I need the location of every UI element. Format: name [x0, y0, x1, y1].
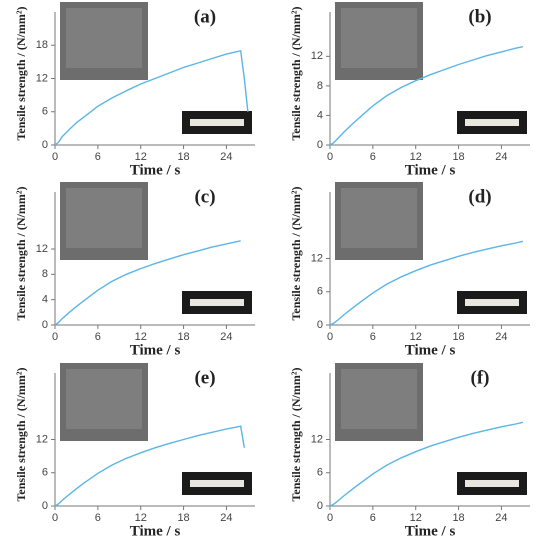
x-tick-label: 18: [177, 512, 189, 524]
x-tick-label: 6: [370, 151, 376, 163]
y-tick-label: 12: [311, 252, 323, 264]
x-tick-label: 24: [495, 151, 507, 163]
x-tick-label: 18: [177, 151, 189, 163]
y-tick-label: 0: [317, 319, 323, 331]
specimen: [190, 299, 244, 306]
x-tick-label: 6: [370, 331, 376, 343]
y-tick-label: 0: [42, 319, 48, 331]
x-tick-label: 6: [370, 512, 376, 524]
x-tick-label: 12: [135, 331, 147, 343]
panel-label: (c): [194, 186, 215, 207]
x-tick-label: 24: [495, 512, 507, 524]
x-tick-label: 24: [220, 512, 232, 524]
specimen: [465, 480, 519, 487]
y-tick-label: 12: [311, 50, 323, 62]
x-axis-label: Time / s: [130, 523, 181, 539]
x-tick-label: 0: [327, 331, 333, 343]
x-tick-label: 24: [220, 331, 232, 343]
panel: 0 6 12 18 24 0 4 8 12 (c) Time / s Tensile strength…: [14, 182, 255, 358]
x-axis-label: Time / s: [130, 342, 181, 358]
y-tick-label: 0: [42, 139, 48, 151]
y-tick-label: 6: [42, 106, 48, 118]
panel: 0 6 12 18 24 0 6 12 18 (a) Time / s Tensile strengt…: [14, 2, 255, 178]
panel: 0 6 12 18 24 0 4 8 12 (b) Time / s Tensile strength…: [289, 2, 530, 178]
y-tick-label: 12: [36, 433, 48, 445]
x-tick-label: 24: [495, 331, 507, 343]
x-tick-label: 18: [177, 331, 189, 343]
panel-label: (b): [468, 6, 491, 27]
specimen: [190, 119, 244, 126]
x-axis-label: Time / s: [405, 342, 456, 358]
y-tick-label: 8: [317, 80, 323, 92]
x-tick-label: 18: [452, 512, 464, 524]
panel-label: (e): [194, 367, 215, 388]
panel: 0 6 12 18 24 0 6 12 (f) Time / s Tensile strength …: [289, 363, 530, 539]
x-tick-label: 12: [410, 331, 422, 343]
sem-image-texture: [66, 188, 142, 248]
x-tick-label: 0: [52, 512, 58, 524]
specimen: [465, 299, 519, 306]
data-line: [54, 240, 241, 326]
x-tick-label: 12: [135, 512, 147, 524]
sem-image-texture: [66, 369, 142, 429]
sem-image-texture: [341, 8, 417, 68]
y-axis-label: Tensile strength / (N/mm²): [14, 368, 28, 502]
y-axis-label: Tensile strength / (N/mm²): [289, 7, 303, 141]
x-tick-label: 24: [220, 151, 232, 163]
sem-image-texture: [66, 8, 142, 68]
y-tick-label: 6: [317, 286, 323, 298]
y-tick-label: 4: [42, 294, 48, 306]
x-tick-label: 12: [410, 151, 422, 163]
data-line: [54, 49, 249, 146]
data-line: [329, 421, 524, 507]
panel-label: (a): [194, 6, 216, 27]
x-tick-label: 0: [327, 151, 333, 163]
y-axis-label: Tensile strength / (N/mm²): [289, 187, 303, 321]
y-tick-label: 0: [317, 500, 323, 512]
y-tick-label: 12: [36, 243, 48, 255]
data-line: [54, 425, 245, 507]
panel: 0 6 12 18 24 0 6 12 (e) Time / s Tensile strength …: [14, 363, 255, 539]
sem-image-texture: [341, 369, 417, 429]
y-tick-label: 12: [36, 72, 48, 84]
y-tick-label: 0: [42, 500, 48, 512]
y-axis-label: Tensile strength / (N/mm²): [14, 187, 28, 321]
x-axis-label: Time / s: [405, 523, 456, 539]
y-tick-label: 18: [36, 39, 48, 51]
x-axis-label: Time / s: [130, 162, 181, 178]
x-tick-label: 18: [452, 151, 464, 163]
x-tick-label: 0: [52, 151, 58, 163]
y-tick-label: 12: [311, 433, 323, 445]
y-tick-label: 6: [317, 467, 323, 479]
panel-label: (f): [471, 367, 490, 388]
x-tick-label: 12: [410, 512, 422, 524]
x-tick-label: 6: [95, 331, 101, 343]
y-tick-label: 8: [42, 268, 48, 280]
data-line: [329, 46, 524, 146]
x-tick-label: 0: [52, 331, 58, 343]
sem-image-texture: [341, 188, 417, 248]
x-tick-label: 6: [95, 512, 101, 524]
x-tick-label: 12: [135, 151, 147, 163]
data-line: [329, 240, 524, 326]
x-tick-label: 6: [95, 151, 101, 163]
y-axis-label: Tensile strength / (N/mm²): [14, 7, 28, 141]
x-axis-label: Time / s: [405, 162, 456, 178]
y-tick-label: 4: [317, 109, 323, 121]
panel-label: (d): [468, 186, 491, 207]
specimen: [190, 480, 244, 487]
x-tick-label: 18: [452, 331, 464, 343]
specimen: [465, 119, 519, 126]
y-tick-label: 6: [42, 467, 48, 479]
y-axis-label: Tensile strength / (N/mm²): [289, 368, 303, 502]
x-tick-label: 0: [327, 512, 333, 524]
panel: 0 6 12 18 24 0 6 12 (d) Time / s Tensile strength …: [289, 182, 530, 358]
y-tick-label: 0: [317, 139, 323, 151]
